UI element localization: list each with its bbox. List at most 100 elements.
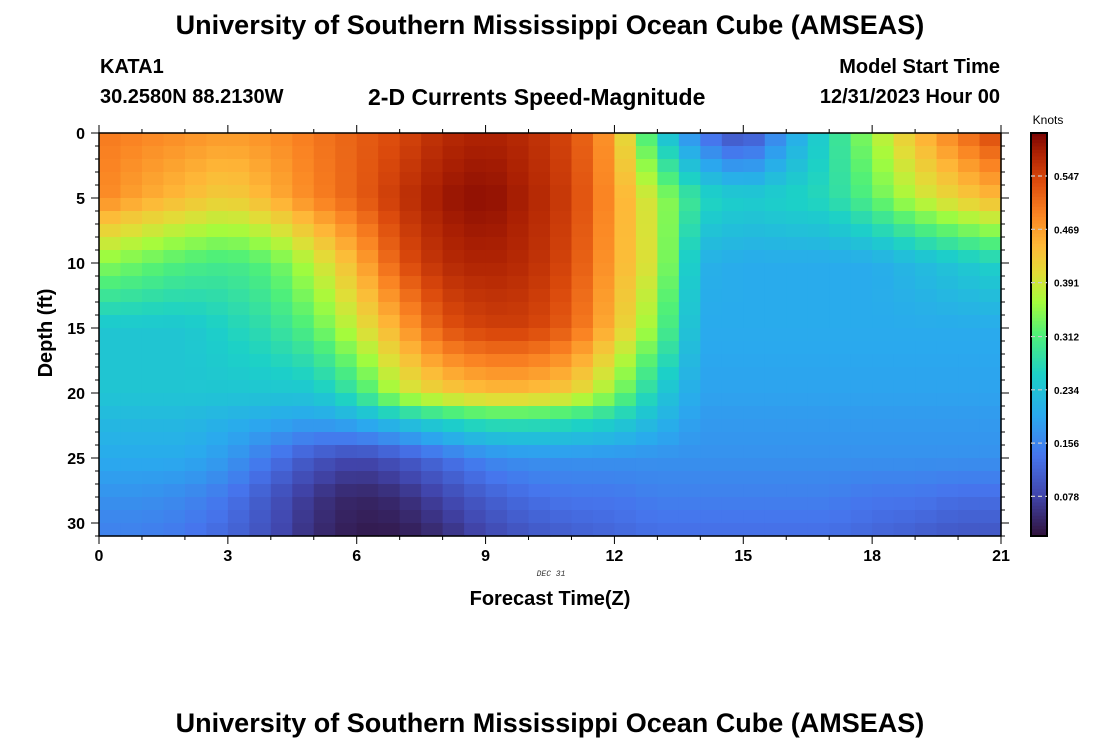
heatmap-cell [399, 237, 422, 251]
heatmap-cell [184, 510, 207, 524]
heatmap-cell [850, 185, 873, 199]
heatmap-cell [979, 172, 1002, 186]
heatmap-cell [464, 354, 487, 368]
heatmap-cell [657, 393, 680, 407]
heatmap-cell [786, 263, 809, 277]
heatmap-cell [249, 315, 272, 329]
heatmap-cell [550, 419, 573, 433]
heatmap-cell [313, 484, 336, 498]
heatmap-cell [163, 367, 186, 381]
heatmap-cell [335, 458, 358, 472]
heatmap-cell [936, 289, 959, 303]
heatmap-cell [421, 315, 444, 329]
heatmap-cell [163, 471, 186, 485]
heatmap-cell [958, 380, 981, 394]
heatmap-cell [464, 445, 487, 459]
heatmap-cell [592, 224, 616, 238]
heatmap-cell [249, 276, 272, 290]
heatmap-cell [141, 380, 165, 394]
heatmap-cell [184, 198, 207, 212]
y-tick-label: 15 [67, 321, 85, 338]
heatmap-cell [807, 497, 830, 511]
heatmap-cell [378, 211, 401, 225]
heatmap-cell [227, 406, 250, 420]
heatmap-cell [635, 159, 658, 173]
heatmap-cell [335, 341, 358, 355]
heatmap-cell [614, 445, 637, 459]
heatmap-cell [184, 250, 207, 264]
heatmap-cell [249, 354, 272, 368]
heatmap-cell [657, 146, 680, 160]
heatmap-cell [378, 328, 401, 342]
heatmap-cell [270, 432, 293, 446]
colorbar-segment [1031, 133, 1047, 137]
heatmap-cell [249, 484, 272, 498]
y-axis-label: Depth (ft) [35, 289, 57, 378]
heatmap-cell [571, 484, 594, 498]
heatmap-cell [442, 341, 465, 355]
heatmap-cell [507, 315, 530, 329]
heatmap-cell [700, 458, 723, 472]
heatmap-cell [485, 185, 508, 199]
heatmap-cell [507, 211, 530, 225]
heatmap-cell [958, 432, 981, 446]
heatmap-cell [313, 250, 336, 264]
heatmap-cell [550, 354, 573, 368]
heatmap-cell [313, 510, 336, 524]
heatmap-cell [249, 471, 272, 485]
heatmap-cell [807, 484, 830, 498]
heatmap-cell [249, 367, 272, 381]
heatmap-cell [678, 289, 701, 303]
colorbar-tick-label: 0.078 [1054, 492, 1079, 503]
heatmap-cell [829, 380, 852, 394]
heatmap-cell [485, 328, 508, 342]
heatmap-cell [399, 250, 422, 264]
heatmap-cell [700, 146, 723, 160]
heatmap-cell [807, 471, 830, 485]
colorbar-segment [1031, 341, 1047, 346]
heatmap-cell [764, 276, 787, 290]
heatmap-cell [979, 484, 1002, 498]
heatmap-cell [936, 224, 959, 238]
colorbar-segment [1031, 405, 1047, 409]
heatmap-cell [442, 471, 465, 485]
heatmap-cell [227, 367, 250, 381]
heatmap-cell [206, 484, 229, 498]
heatmap-cell [893, 172, 916, 186]
colorbar-segment [1031, 428, 1047, 433]
heatmap-cell [678, 419, 701, 433]
heatmap-cell [592, 328, 616, 342]
heatmap-cell [206, 159, 229, 173]
heatmap-cell [915, 380, 938, 394]
heatmap-cell [335, 432, 358, 446]
heatmap-cell [893, 458, 916, 472]
heatmap-cell [270, 172, 293, 186]
heatmap-cell [442, 146, 465, 160]
colorbar-segment [1031, 485, 1047, 490]
heatmap-cell [356, 393, 379, 407]
heatmap-cell [936, 367, 959, 381]
heatmap-cell [678, 341, 701, 355]
heatmap-cell [743, 510, 766, 524]
heatmap-cell [249, 510, 272, 524]
heatmap-cell [678, 432, 701, 446]
heatmap-cell [485, 380, 508, 394]
heatmap-cell [356, 159, 379, 173]
colorbar-segment [1031, 321, 1047, 326]
heatmap-cell [399, 380, 422, 394]
heatmap-cell [893, 341, 916, 355]
heatmap-cell [485, 263, 508, 277]
heatmap-cell [936, 172, 959, 186]
heatmap-cell [399, 458, 422, 472]
heatmap-cell [979, 419, 1002, 433]
heatmap-cell [915, 315, 938, 329]
heatmap-cell [721, 289, 744, 303]
heatmap-cell [743, 133, 766, 147]
heatmap-cell [528, 172, 551, 186]
heatmap-cell [270, 224, 293, 238]
heatmap-cell [313, 354, 336, 368]
heatmap-cell [335, 146, 358, 160]
heatmap-cell [700, 393, 723, 407]
heatmap-cell [485, 523, 508, 537]
heatmap-cell [249, 341, 272, 355]
